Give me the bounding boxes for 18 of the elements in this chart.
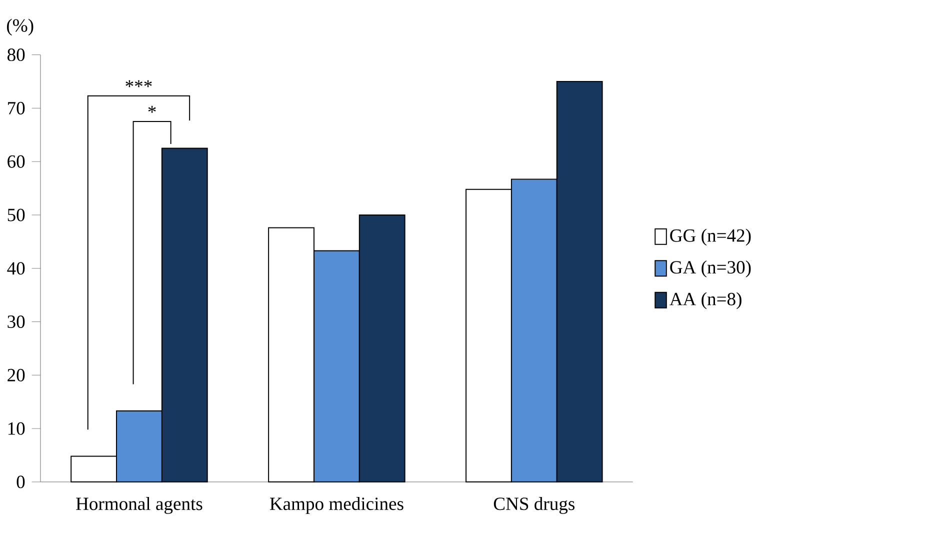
y-tick-label: 0 (16, 476, 25, 488)
y-tick-label: 60 (8, 155, 25, 168)
y-tick-label: 40 (7, 262, 25, 275)
y-tick-label: 80 (8, 48, 25, 62)
legend-label: AA (n=8) (670, 292, 742, 310)
y-tick-label: 10 (8, 422, 25, 435)
x-tick-label: CNS drugs (494, 497, 574, 514)
y-tick-label: 50 (8, 208, 25, 222)
annotation: *** (126, 80, 152, 88)
y-tick-label: 30 (8, 316, 25, 328)
legend-label: GG (n=42) (670, 228, 751, 246)
annotation: * (148, 106, 156, 113)
y-tick-label: 70 (8, 102, 25, 115)
x-tick-label: Kampo medicines (270, 497, 404, 514)
legend-label: GA (n=30) (670, 260, 751, 278)
y-axis-title: (%) (7, 18, 34, 36)
x-tick-label: Hormonal agents (76, 497, 202, 514)
y-tick-label: 20 (8, 369, 25, 382)
